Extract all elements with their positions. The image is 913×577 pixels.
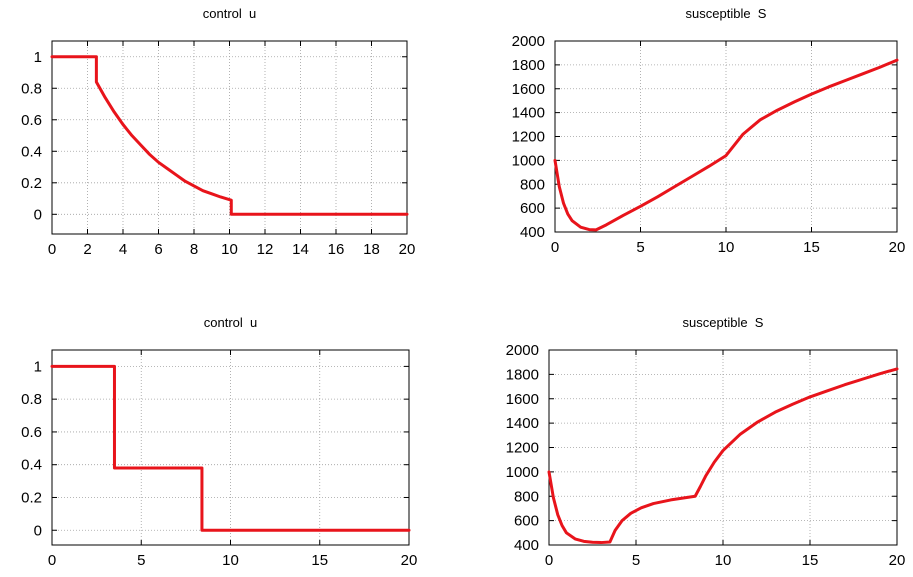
y-tick-label: 0.6 xyxy=(21,424,42,441)
series-line-0 xyxy=(547,367,899,545)
y-tick-label: 0.4 xyxy=(21,143,42,160)
series-line-0 xyxy=(50,364,411,532)
x-tick-label: 0 xyxy=(48,241,56,258)
x-tick-label: 15 xyxy=(802,552,819,569)
panel-susceptible-s-top: 0 5 10 15 20 400 600 800 1000 1200 1400 1600 1800 200… xyxy=(512,6,906,256)
x-tick-label: 0 xyxy=(48,552,56,569)
x-tick-label: 18 xyxy=(363,241,380,258)
y-tick-label: 1 xyxy=(34,49,42,66)
y-tick-label: 1800 xyxy=(506,366,539,383)
x-tick-label: 4 xyxy=(119,241,127,258)
y-tick-label: 1400 xyxy=(512,105,545,122)
y-tick-label: 600 xyxy=(514,513,539,530)
y-tick-label: 1800 xyxy=(512,57,545,74)
y-tick-label: 400 xyxy=(514,537,539,554)
x-tick-label: 10 xyxy=(718,239,735,256)
x-tick-label: 14 xyxy=(292,241,309,258)
series-line-0 xyxy=(553,58,899,232)
y-tick-label: 1600 xyxy=(512,81,545,98)
series-line-0 xyxy=(50,55,409,216)
y-tick-label: 600 xyxy=(520,200,545,217)
y-tick-label: 2000 xyxy=(506,342,539,359)
x-tick-label: 20 xyxy=(399,241,416,258)
x-tick-label: 2 xyxy=(83,241,91,258)
y-tick-label: 0.6 xyxy=(21,112,42,129)
y-tick-label: 1600 xyxy=(506,391,539,408)
x-tick-label: 5 xyxy=(137,552,145,569)
y-tick-label: 1000 xyxy=(506,464,539,481)
y-tick-label: 0.2 xyxy=(21,175,42,192)
x-tick-label: 6 xyxy=(154,241,162,258)
x-tick-label: 5 xyxy=(632,552,640,569)
chart-title: susceptible S xyxy=(686,6,767,21)
x-tick-label: 10 xyxy=(715,552,732,569)
x-tick-label: 20 xyxy=(401,552,418,569)
chart-title: susceptible S xyxy=(683,315,764,330)
y-tick-label: 0 xyxy=(34,522,42,539)
panel-control-u-top: 0 2 4 6 8 10 12 14 16 18 20 0 0.2 0.4 0.6 0.8 1 control u xyxy=(21,6,415,258)
y-tick-label: 0.2 xyxy=(21,489,42,506)
x-tick-label: 12 xyxy=(257,241,274,258)
x-tick-label: 15 xyxy=(803,239,820,256)
y-tick-label: 1200 xyxy=(506,440,539,457)
panel-susceptible-s-bottom: 0 5 10 15 20 400 600 800 1000 1200 1400 1600 1800 200… xyxy=(506,315,906,569)
y-tick-label: 2000 xyxy=(512,33,545,50)
y-tick-label: 0.8 xyxy=(21,80,42,97)
x-tick-label: 8 xyxy=(190,241,198,258)
chart-title: control u xyxy=(203,6,256,21)
x-tick-label: 10 xyxy=(222,552,239,569)
y-tick-label: 1400 xyxy=(506,415,539,432)
y-tick-label: 1 xyxy=(34,358,42,375)
x-tick-label: 5 xyxy=(636,239,644,256)
y-tick-label: 0 xyxy=(34,206,42,223)
y-tick-label: 800 xyxy=(514,488,539,505)
x-tick-label: 10 xyxy=(221,241,238,258)
x-tick-label: 20 xyxy=(889,552,906,569)
x-tick-label: 15 xyxy=(311,552,328,569)
x-tick-label: 0 xyxy=(545,552,553,569)
chart-title: control u xyxy=(204,315,257,330)
y-tick-label: 1200 xyxy=(512,129,545,146)
y-tick-label: 0.8 xyxy=(21,391,42,408)
x-tick-label: 20 xyxy=(889,239,906,256)
panel-control-u-bottom: 0 5 10 15 20 0 0.2 0.4 0.6 0.8 1 control u xyxy=(21,315,417,569)
x-tick-label: 16 xyxy=(328,241,345,258)
y-tick-label: 800 xyxy=(520,176,545,193)
y-tick-label: 0.4 xyxy=(21,457,42,474)
y-tick-label: 400 xyxy=(520,224,545,241)
y-tick-label: 1000 xyxy=(512,152,545,169)
x-tick-label: 0 xyxy=(551,239,559,256)
